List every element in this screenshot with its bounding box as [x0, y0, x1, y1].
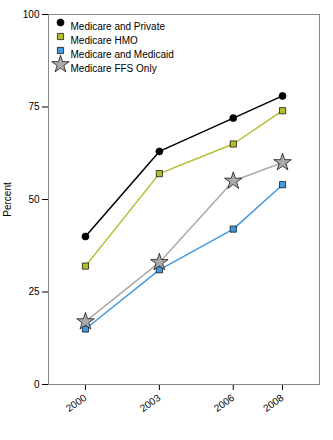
svg-text:0: 0 — [34, 379, 40, 390]
svg-text:25: 25 — [28, 286, 40, 297]
svg-text:2006: 2006 — [212, 392, 237, 414]
svg-text:2008: 2008 — [261, 392, 286, 414]
svg-text:50: 50 — [28, 194, 40, 205]
svg-text:Medicare FFS Only: Medicare FFS Only — [71, 63, 157, 74]
svg-text:Medicare HMO: Medicare HMO — [71, 35, 138, 46]
svg-text:2003: 2003 — [138, 392, 163, 414]
svg-text:100: 100 — [23, 9, 40, 20]
svg-text:Medicare and Private: Medicare and Private — [71, 21, 166, 32]
svg-text:75: 75 — [28, 101, 40, 112]
svg-text:Percent: Percent — [2, 182, 13, 217]
svg-text:2000: 2000 — [64, 392, 89, 414]
svg-text:Medicare and Medicaid: Medicare and Medicaid — [71, 49, 174, 60]
